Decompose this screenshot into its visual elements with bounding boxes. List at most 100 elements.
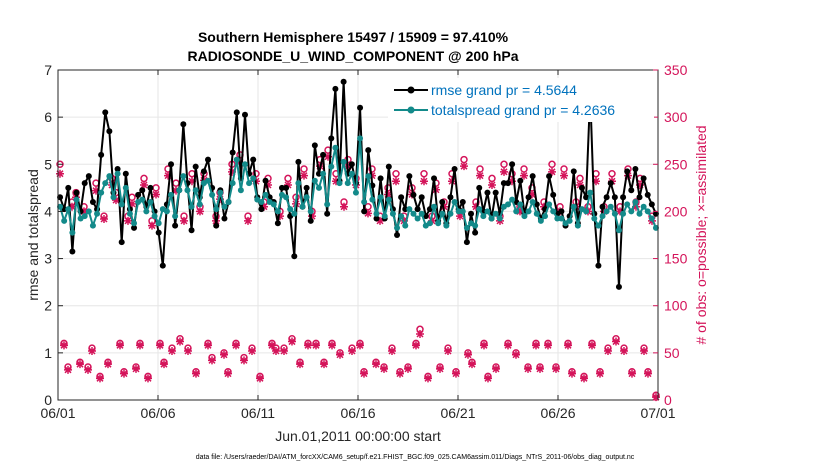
y-tick-label: 1 (44, 345, 52, 361)
rmse-point (139, 187, 146, 194)
rmse-point (414, 206, 421, 213)
possible-obs-marker (576, 174, 584, 183)
rmse-point (73, 189, 80, 196)
totalspread-point (480, 213, 487, 220)
rmse-point (484, 189, 491, 196)
totalspread-point (398, 213, 405, 220)
rmse-point (172, 222, 179, 229)
totalspread-point (517, 201, 524, 208)
assimilated-obs-marker (580, 374, 588, 383)
assimilated-obs-marker (312, 341, 320, 350)
totalspread-point (332, 144, 339, 151)
rmse-point (529, 173, 536, 180)
assimilated-obs-marker (136, 341, 144, 350)
rmse-point (221, 215, 228, 222)
totalspread-point (357, 135, 364, 142)
possible-obs-marker (364, 202, 372, 211)
totalspread-point (541, 213, 548, 220)
assimilated-obs-marker (364, 209, 372, 218)
totalspread-point (583, 208, 590, 215)
assimilated-obs-marker (504, 341, 512, 350)
rmse-point (500, 180, 507, 187)
possible-obs-marker (392, 169, 400, 178)
rmse-point (332, 85, 339, 92)
rmse-point (648, 201, 655, 208)
totalspread-point (369, 196, 376, 203)
totalspread-point (155, 220, 162, 227)
totalspread-point (126, 210, 133, 217)
totalspread-point (488, 215, 495, 222)
rmse-point (328, 135, 335, 142)
totalspread-point (344, 180, 351, 187)
totalspread-point (513, 208, 520, 215)
totalspread-point (221, 203, 228, 210)
assimilated-obs-marker (184, 346, 192, 355)
x-axis-label: Jun.01,2011 00:00:00 start (275, 428, 441, 444)
totalspread-point (131, 220, 138, 227)
totalspread-point (537, 217, 544, 224)
totalspread-point (644, 208, 651, 215)
y-tick-label: 3 (44, 251, 52, 267)
assimilated-obs-marker (500, 167, 508, 176)
totalspread-point (611, 210, 618, 217)
assimilated-obs-marker (276, 212, 284, 221)
totalspread-point (184, 187, 191, 194)
rmse-point (213, 222, 220, 229)
assimilated-obs-marker (652, 393, 660, 402)
totalspread-point (209, 191, 216, 198)
totalspread-point (607, 203, 614, 210)
assimilated-obs-marker (204, 341, 212, 350)
rmse-point (262, 177, 269, 184)
totalspread-point (439, 210, 446, 217)
totalspread-point (139, 196, 146, 203)
y-tick-label: 2 (44, 298, 52, 314)
totalspread-point (620, 210, 627, 217)
rmse-point (131, 224, 138, 231)
legend-rmse-marker (407, 86, 415, 94)
assimilated-obs-marker (76, 360, 84, 369)
totalspread-point (311, 177, 318, 184)
totalspread-point (496, 215, 503, 222)
legend-box (388, 78, 654, 122)
y2-tick-label: 300 (664, 109, 688, 125)
totalspread-point (291, 210, 298, 217)
rmse-point (525, 194, 532, 201)
assimilated-obs-marker (296, 360, 304, 369)
rmse-point (607, 180, 614, 187)
totalspread-point (394, 224, 401, 231)
rmse-point (315, 170, 322, 177)
totalspread-point (213, 206, 220, 213)
rmse-point (517, 177, 524, 184)
assimilated-obs-marker (64, 365, 72, 374)
assimilated-obs-marker (568, 369, 576, 378)
totalspread-point (196, 201, 203, 208)
rmse-point (81, 180, 88, 187)
rmse-point (439, 199, 446, 205)
totalspread-point (258, 199, 265, 205)
assimilated-obs-marker (436, 364, 444, 373)
assimilated-obs-marker (348, 346, 356, 355)
assimilated-obs-marker (260, 202, 268, 211)
rmse-point (615, 283, 622, 290)
assimilated-obs-marker (208, 356, 216, 365)
totalspread-point (241, 161, 248, 168)
assimilated-obs-marker (168, 346, 176, 355)
rmse-line (59, 80, 657, 288)
series-layer (56, 78, 660, 402)
assimilated-obs-marker (628, 369, 636, 378)
assimilated-obs-marker (196, 207, 204, 216)
rmse-point (324, 210, 331, 217)
totalspread-point (270, 201, 277, 208)
totalspread-point (365, 173, 372, 180)
totalspread-point (118, 201, 125, 208)
assimilated-obs-marker (328, 341, 336, 350)
totalspread-point (554, 215, 561, 222)
assimilated-obs-marker (532, 341, 540, 350)
legend-spread-label: totalspread grand pr = 4.2636 (431, 102, 615, 118)
rmse-point (295, 158, 302, 165)
possible-obs-marker (128, 193, 136, 202)
totalspread-point (603, 208, 610, 215)
assimilated-obs-marker (644, 369, 652, 378)
rmse-point (550, 191, 557, 198)
rmse-point (418, 194, 425, 201)
